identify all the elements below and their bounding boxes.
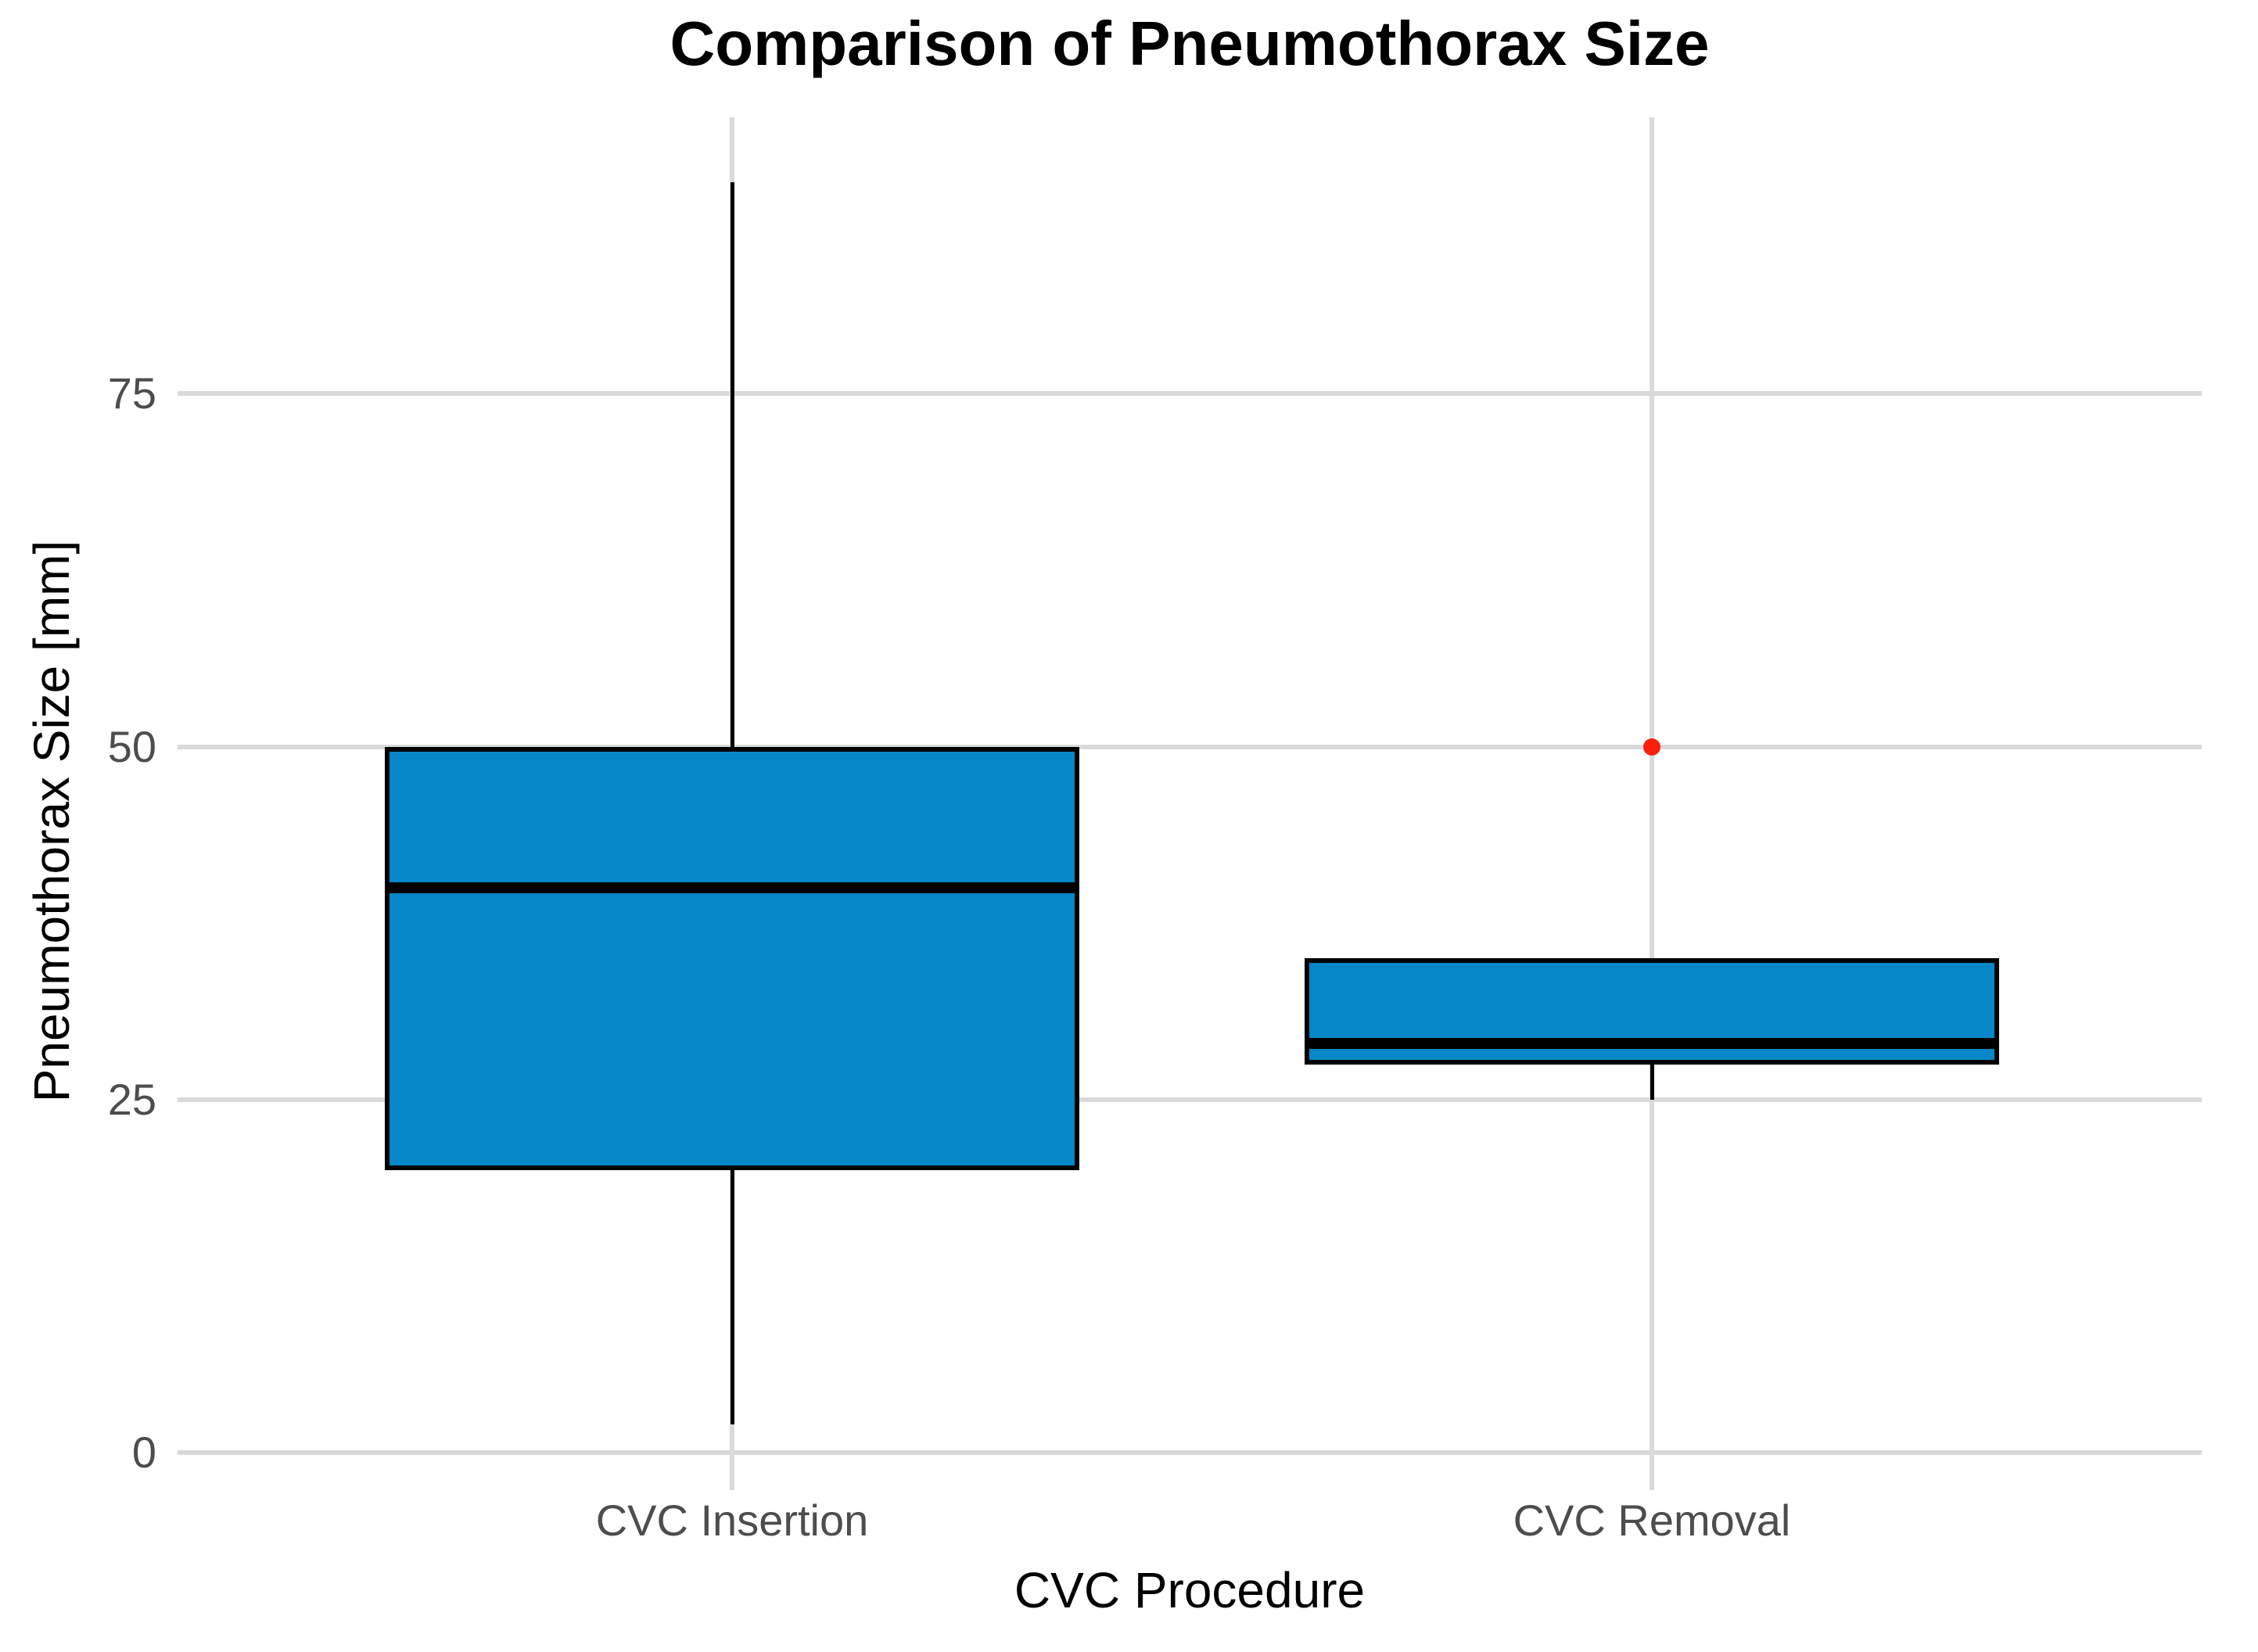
boxplot-box-0 (385, 746, 1079, 1170)
x-axis-tick-0 (730, 1471, 734, 1490)
median-line-0 (385, 882, 1079, 893)
gridline-h-50 (178, 744, 2202, 749)
gridline-h-0 (178, 1450, 2202, 1455)
y-tick-label-50: 50 (107, 721, 156, 771)
median-line-1 (1305, 1037, 1999, 1049)
y-tick-label-75: 75 (107, 368, 156, 418)
whisker-lower-1 (1650, 1064, 1654, 1100)
gridline-h-75 (178, 391, 2202, 397)
gridline-v-1 (1650, 117, 1654, 1471)
whisker-upper-0 (730, 181, 734, 747)
x-tick-label-0: CVC Insertion (595, 1496, 869, 1545)
whisker-lower-0 (730, 1170, 734, 1424)
y-axis-title: Pneumothorax Size [mm] (23, 540, 80, 1103)
gridline-h-25 (178, 1097, 2202, 1102)
y-tick-label-0: 0 (131, 1428, 156, 1477)
x-axis-tick-1 (1650, 1471, 1654, 1490)
chart-title: Comparison of Pneumothorax Size (670, 9, 1710, 78)
y-tick-label-25: 25 (107, 1074, 156, 1124)
outlier-point-1-0 (1643, 738, 1660, 756)
x-axis-title: CVC Procedure (1014, 1562, 1366, 1618)
x-tick-label-1: CVC Removal (1513, 1496, 1791, 1545)
